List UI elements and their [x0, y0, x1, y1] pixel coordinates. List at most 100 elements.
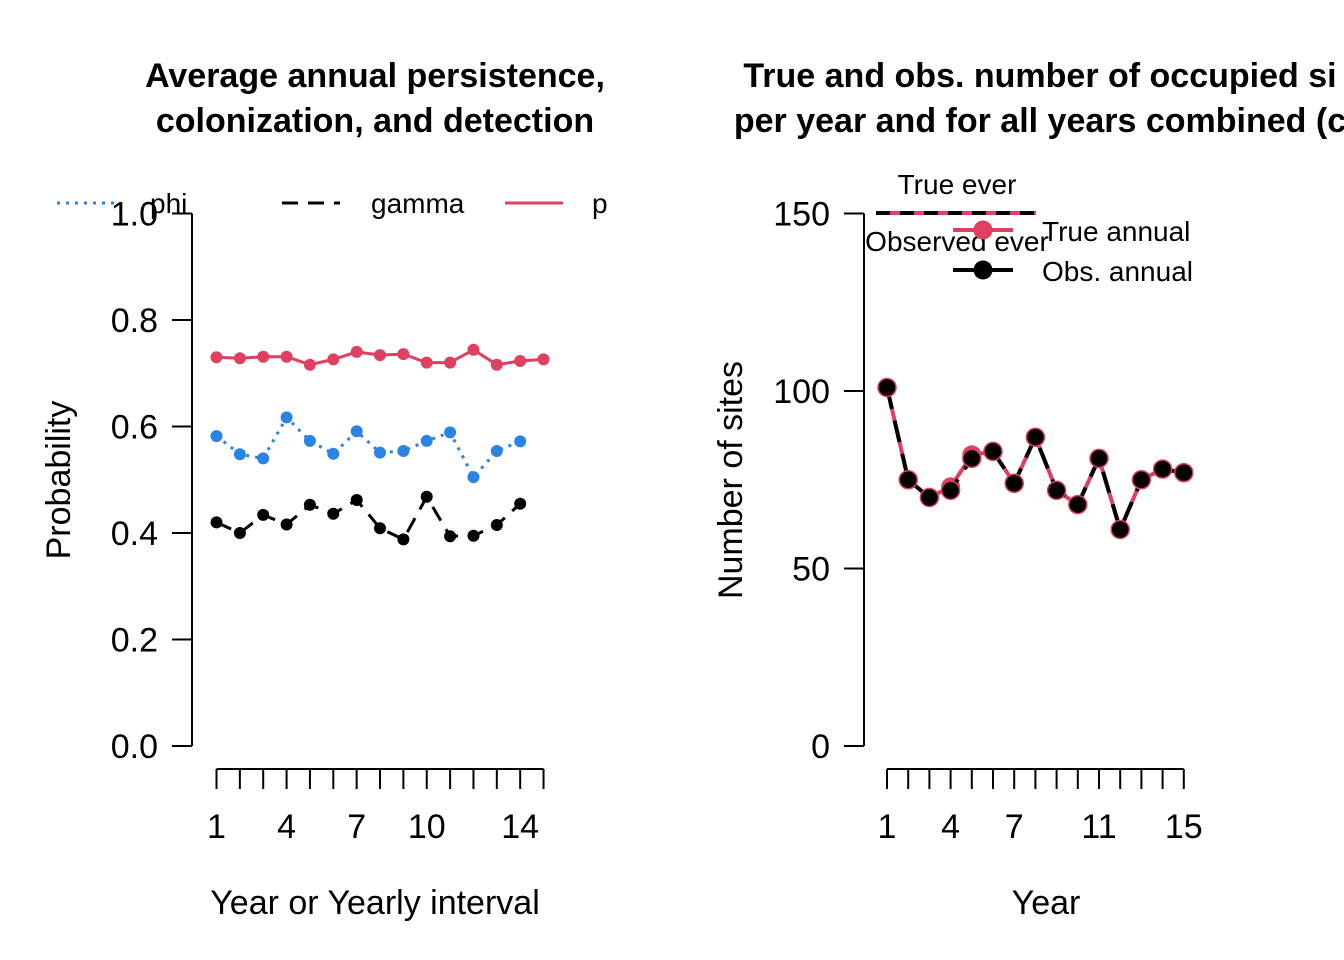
point-gamma-11 [444, 530, 457, 543]
legend-label-true-annual: True annual [1042, 216, 1190, 247]
point-p-13 [490, 358, 503, 371]
point-obs-annual-13 [1131, 470, 1152, 490]
point-p-5 [303, 358, 316, 371]
point-p-15 [537, 353, 550, 366]
series-line-obs-annual [885, 387, 1185, 536]
y-tick-label-2: 100 [773, 373, 830, 411]
point-obs-annual-6 [983, 441, 1003, 462]
x-tick-label-4: 14 [501, 808, 539, 846]
x-tick-label-2: 7 [347, 808, 366, 846]
point-gamma-8 [374, 522, 386, 535]
legend-label-obs-annual: Obs. annual [1042, 256, 1193, 287]
point-gamma-2 [233, 527, 246, 539]
y-tick-label-1: 50 [792, 551, 830, 589]
point-obs-annual-8 [1025, 427, 1046, 447]
point-p-8 [374, 349, 386, 362]
y-tick-label-3: 0.6 [111, 409, 158, 447]
right-chart-title-line1: True and obs. number of occupied si [743, 57, 1336, 95]
right-chart-title-line2: per year and for all years combined (c [734, 102, 1344, 140]
right-chart-y-axis-label: Number of sites [712, 361, 750, 599]
point-phi-5 [303, 434, 316, 447]
y-tick-label-4: 0.8 [111, 302, 158, 340]
left-chart-title-line1: Average annual persistence, [145, 57, 605, 95]
point-obs-annual-15 [1174, 462, 1194, 483]
point-obs-annual-2 [898, 470, 918, 490]
occupied-sites-chart: True and obs. number of occupied si per … [712, 57, 1344, 922]
point-p-14 [514, 355, 527, 367]
point-gamma-6 [327, 507, 340, 520]
point-obs-annual-5 [962, 448, 982, 469]
right-chart-marks [877, 377, 1194, 540]
point-p-11 [444, 356, 457, 369]
y-tick-label-0: 0.0 [111, 728, 158, 766]
x-tick-label-3: 10 [408, 808, 446, 846]
left-chart-y-axis-label: Probability [40, 401, 78, 560]
point-gamma-5 [303, 498, 316, 511]
point-phi-2 [233, 448, 246, 461]
x-tick-label-1: 4 [277, 808, 296, 846]
series-line-phi [215, 414, 521, 480]
y-tick-label-1: 0.2 [111, 622, 158, 660]
x-tick-label-0: 1 [878, 808, 897, 846]
y-tick-label-2: 0.4 [111, 515, 158, 553]
point-phi-14 [514, 435, 527, 448]
left-chart-axes: 0.00.20.40.60.81.01 4 7 10 14 [111, 196, 545, 846]
x-tick-label-2: 7 [1005, 808, 1024, 846]
legend-label-p: p [592, 188, 608, 219]
point-phi-11 [444, 426, 457, 439]
persistence-colonization-detection-chart: Average annual persistence, colonization… [40, 57, 608, 922]
point-obs-annual-1 [877, 377, 897, 398]
x-tick-label-4: 15 [1165, 808, 1203, 846]
point-obs-annual-11 [1089, 448, 1109, 469]
point-obs-annual-12 [1110, 519, 1130, 540]
point-p-4 [280, 350, 293, 363]
series-line-true-annual [885, 387, 1185, 536]
right-chart-x-axis-label: Year [1012, 884, 1081, 922]
point-p-10 [420, 356, 433, 369]
point-phi-1 [210, 430, 223, 443]
legend-marker-true-annual [973, 220, 993, 240]
point-gamma-4 [280, 518, 293, 531]
y-tick-label-3: 150 [773, 196, 830, 234]
point-phi-6 [327, 447, 340, 460]
point-gamma-12 [467, 529, 480, 542]
left-chart-title-line2: colonization, and detection [156, 102, 594, 140]
left-chart-x-axis-label: Year or Yearly interval [210, 884, 540, 922]
point-phi-7 [350, 425, 363, 438]
y-tick-label-0: 0 [811, 728, 830, 766]
left-chart-legend: phi gamma p [57, 188, 608, 219]
x-tick-label-0: 1 [207, 808, 226, 846]
point-obs-annual-10 [1068, 494, 1088, 515]
point-obs-annual-7 [1004, 473, 1024, 494]
point-gamma-7 [350, 494, 363, 506]
point-gamma-13 [490, 519, 503, 531]
point-phi-8 [374, 446, 386, 459]
right-chart-axes: 0 50 100 150 1 4 7 11 15 [773, 196, 1202, 847]
point-gamma-10 [420, 490, 433, 503]
legend-label-phi: phi [150, 188, 187, 219]
legend-marker-obs-annual [973, 260, 993, 280]
point-phi-3 [257, 452, 270, 465]
point-gamma-1 [210, 516, 223, 529]
point-obs-annual-4 [940, 480, 961, 501]
point-p-12 [467, 343, 480, 356]
left-chart-marks [210, 343, 550, 546]
point-obs-annual-3 [919, 487, 940, 508]
point-p-7 [350, 345, 363, 358]
point-p-1 [210, 351, 223, 364]
x-tick-label-1: 4 [941, 808, 960, 846]
point-gamma-9 [397, 533, 410, 546]
point-gamma-3 [257, 508, 270, 521]
point-p-6 [327, 353, 340, 366]
point-phi-9 [397, 445, 410, 457]
legend-label-gamma: gamma [371, 188, 465, 219]
y-tick-label-5: 1.0 [111, 196, 158, 234]
point-p-2 [233, 352, 246, 365]
point-obs-annual-14 [1152, 459, 1173, 479]
point-p-3 [257, 350, 270, 363]
point-p-9 [397, 348, 410, 361]
point-gamma-14 [514, 497, 527, 510]
point-phi-10 [420, 434, 433, 447]
